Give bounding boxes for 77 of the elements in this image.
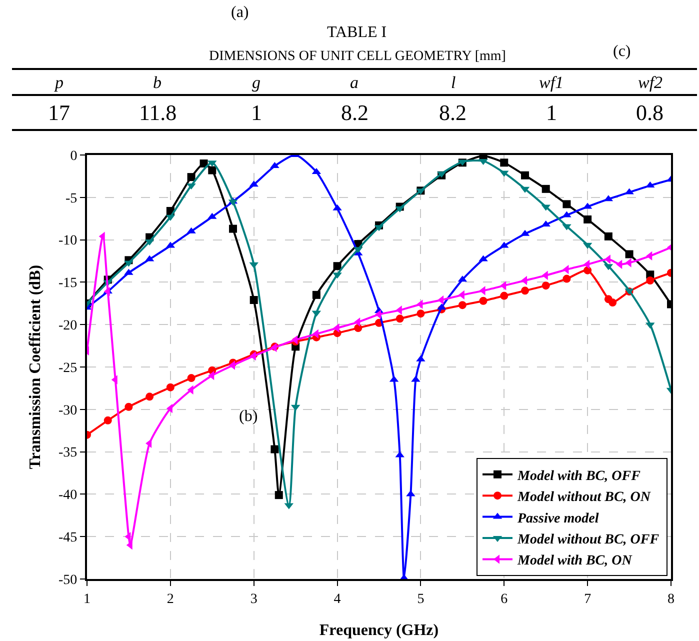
point [229,224,237,233]
point [500,292,508,300]
text: TABLE I [327,24,387,41]
legend-label: Passive model [518,511,599,526]
point [608,298,617,307]
y-tick-label: 0 [70,148,78,164]
y-axis-title: Transmission Coefficient (dB) [26,264,44,470]
point [274,491,283,500]
point [542,184,550,193]
y-tick-label: -25 [58,360,78,376]
legend-label: Model without BC, OFF [516,532,660,548]
point [542,282,550,290]
data-label: 0.8 [636,100,664,125]
legend-label: Model with BC, OFF [516,468,642,484]
y-tick-label: -5 [66,191,78,206]
text: (a) [231,4,249,21]
point [584,266,592,274]
data-label: 8.2 [439,100,466,125]
annotation: (b) [239,408,258,425]
point [166,383,174,392]
point [500,158,508,167]
point [604,232,612,240]
category-label: g [252,73,260,92]
x-tick-label: 4 [334,592,341,607]
y-tick-label: -40 [58,488,78,504]
y-tick-label: -30 [58,403,78,418]
legend-label: Model without BC, ON [516,490,652,506]
point [250,296,258,304]
point [146,392,154,401]
x-tick-label: 6 [500,592,508,607]
category-label: wf1 [539,73,564,92]
point [208,166,216,174]
text: (c) [613,43,631,60]
data-label: 11.8 [139,100,177,125]
point [562,274,571,283]
point [646,276,654,284]
point [584,215,592,224]
y-tick-label: -35 [58,446,78,461]
x-tick-label: 7 [584,592,592,607]
point [187,374,196,382]
y-tick-label: -45 [58,530,78,546]
point [521,171,529,180]
point [521,286,529,295]
x-tick-label: 5 [417,592,424,607]
x-tick-label: 8 [668,592,674,607]
x-tick-label: 2 [166,592,174,607]
point [625,250,634,258]
category-label: a [350,73,358,92]
y-tick-label: -10 [58,234,78,249]
point [333,262,342,270]
y-tick-label: -50 [58,572,78,588]
category-label: b [153,73,162,92]
legend-label: Model with BC, ON [516,554,633,569]
data-label: 8.2 [341,100,368,125]
data-label: 17 [48,100,70,125]
point [396,314,404,323]
x-tick-label: 3 [250,592,258,607]
text: DIMENSIONS OF UNIT CELL GEOMETRY [mm] [209,49,506,64]
point [479,296,488,305]
x-tick-label: 1 [84,592,90,607]
x-axis-title: Frequency (GHz) [319,622,439,639]
point [312,290,320,299]
point [458,301,466,310]
point [270,445,279,454]
point [416,310,425,318]
category-label: l [451,73,456,92]
point [124,402,133,411]
data-label: 1 [251,100,262,125]
point [562,200,571,208]
category-label: p [54,73,64,92]
point [104,416,112,424]
y-tick-label: -20 [58,318,78,334]
category-label: wf2 [638,73,664,92]
y-tick-label: -15 [58,276,78,292]
point [354,324,362,332]
data-label: 1 [546,100,557,125]
point [187,173,196,182]
